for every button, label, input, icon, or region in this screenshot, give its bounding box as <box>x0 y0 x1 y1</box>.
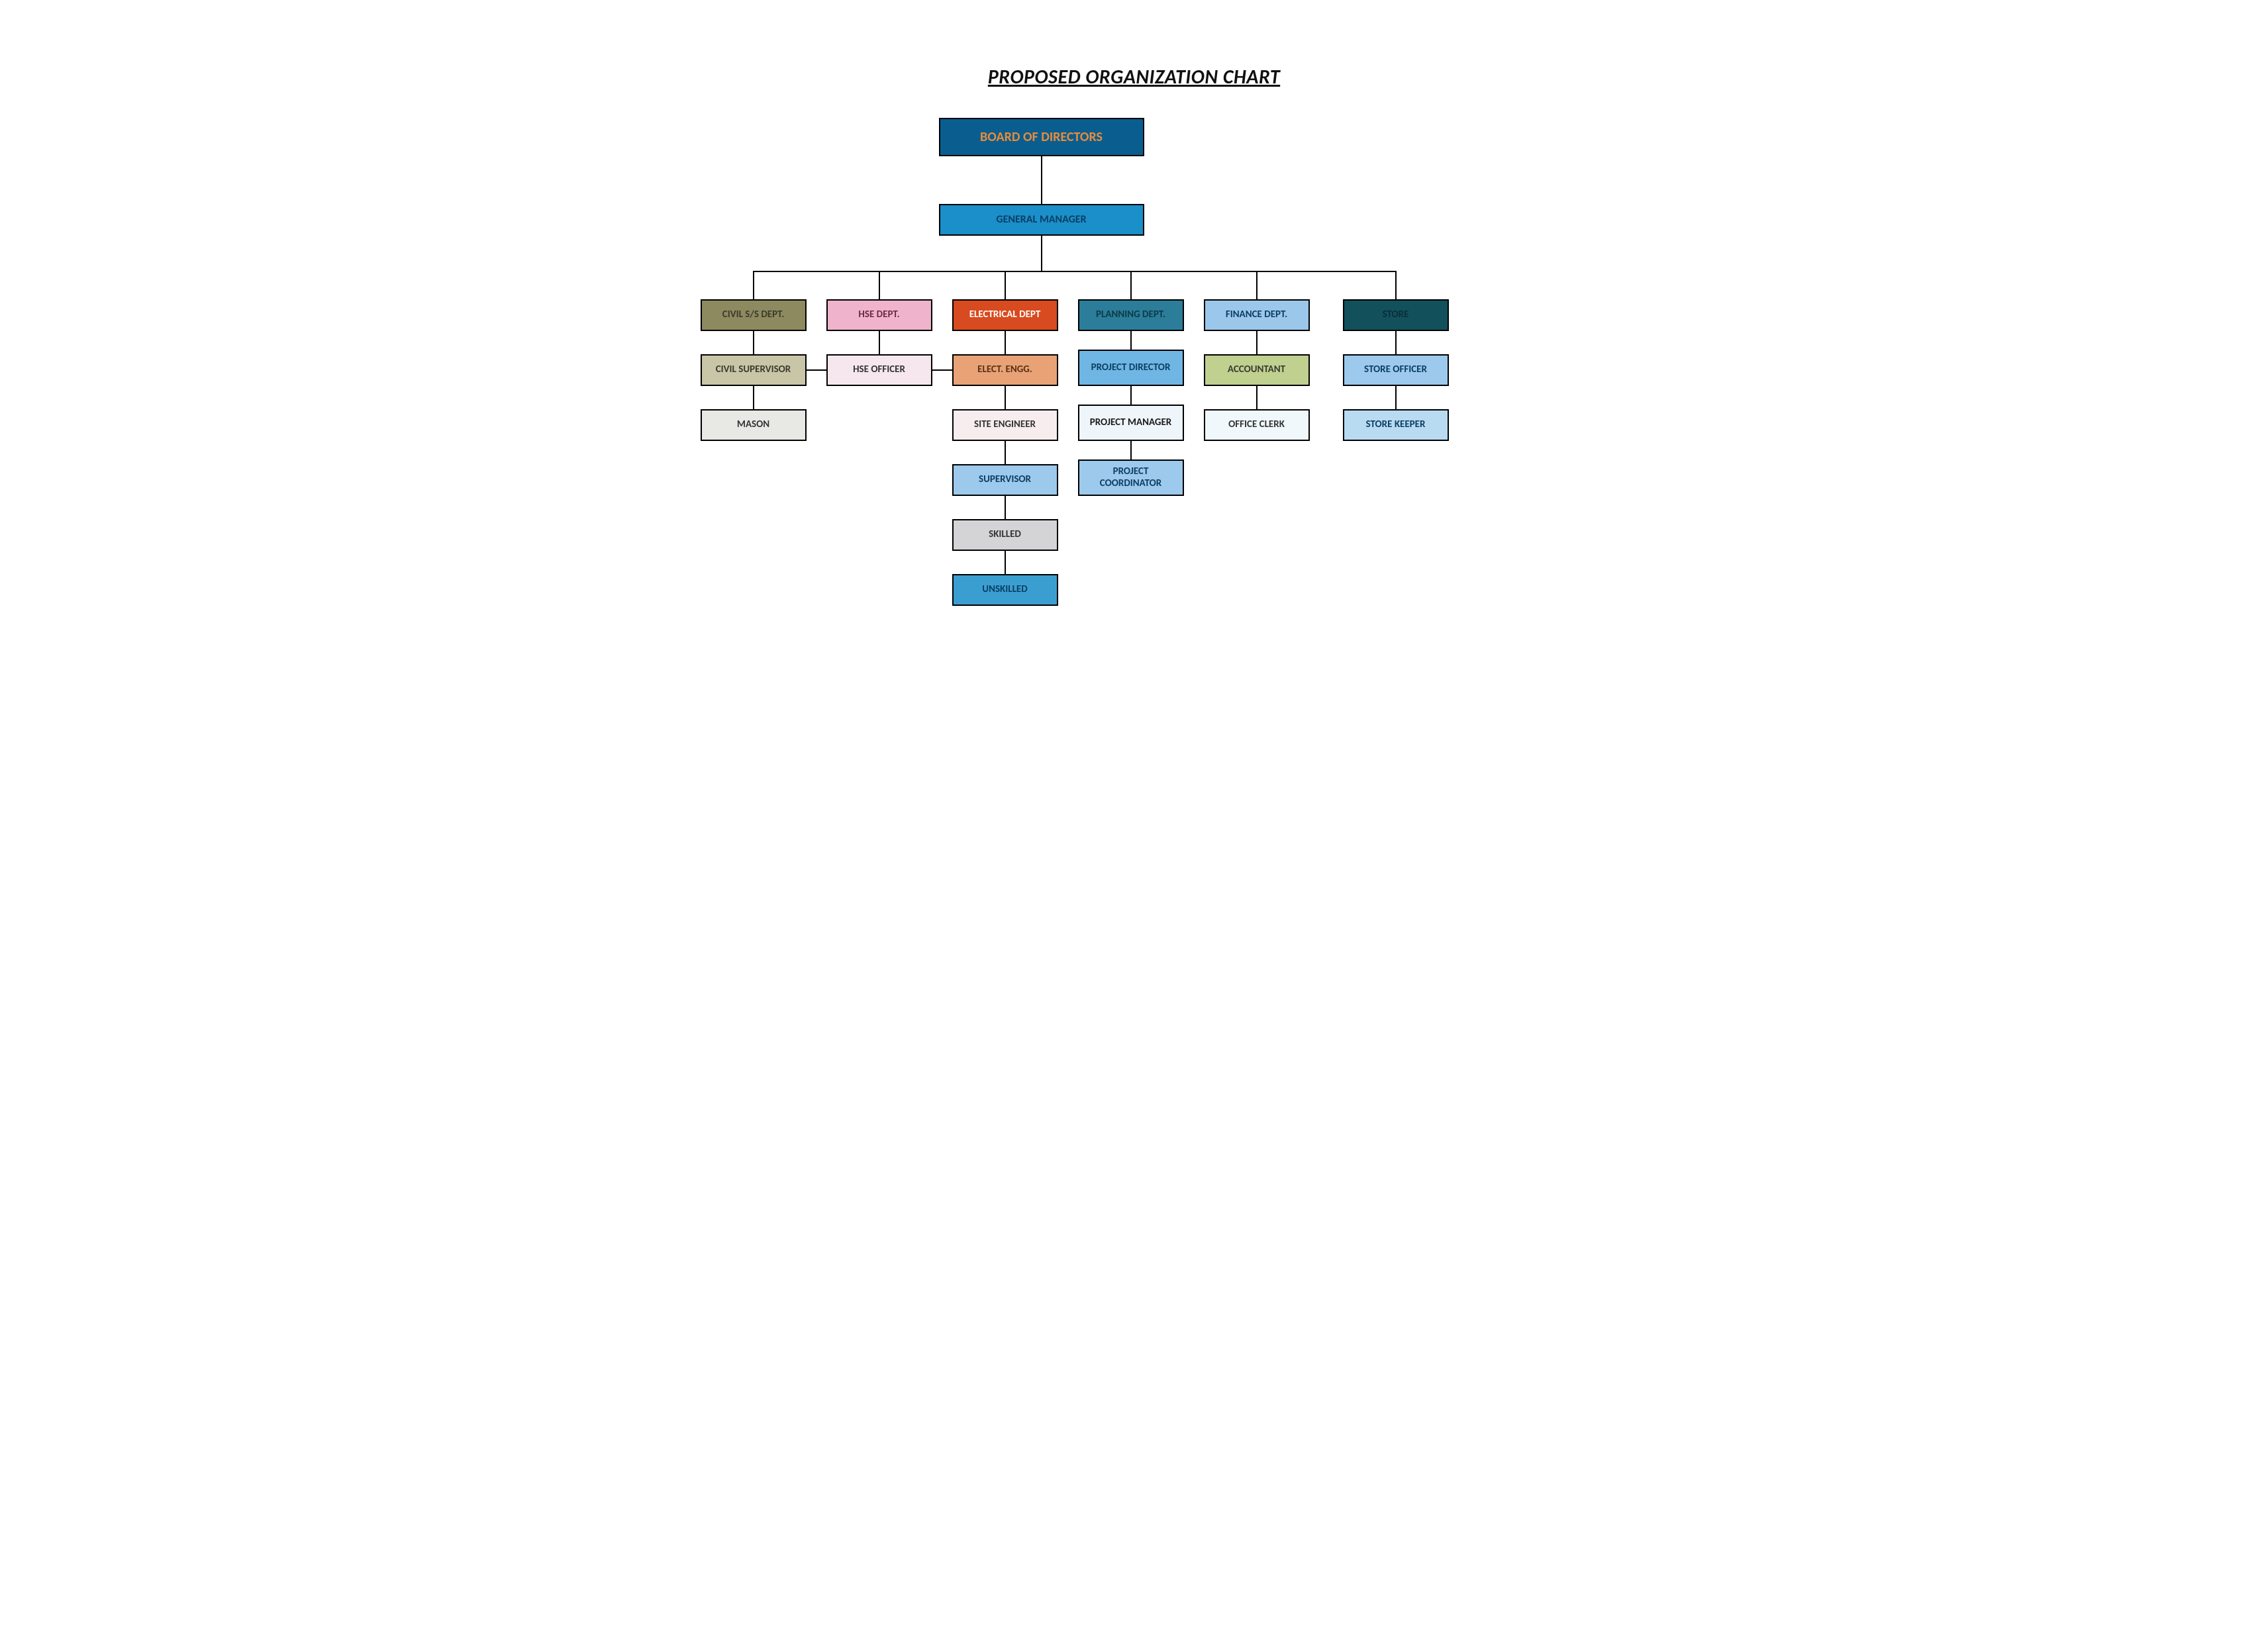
connector-line <box>1005 386 1006 409</box>
node-proj_dir: PROJECT DIRECTOR <box>1078 350 1184 386</box>
node-proj_mgr: PROJECT MANAGER <box>1078 405 1184 441</box>
chart-title: PROPOSED ORGANIZATION CHART <box>624 65 1644 89</box>
node-unskilled: UNSKILLED <box>952 574 1058 606</box>
connector-line <box>753 331 754 354</box>
node-hse_dept: HSE DEPT. <box>826 299 932 331</box>
connector-line <box>879 331 880 354</box>
node-supervisor: SUPERVISOR <box>952 464 1058 496</box>
connector-line <box>1395 386 1397 409</box>
node-plan_dept: PLANNING DEPT. <box>1078 299 1184 331</box>
node-store_dept: STORE <box>1343 299 1449 331</box>
connector-line <box>1256 271 1257 299</box>
org-chart-canvas: PROPOSED ORGANIZATION CHART BOARD OF DIR… <box>624 0 1644 738</box>
node-accountant: ACCOUNTANT <box>1204 354 1310 386</box>
connector-line <box>1005 331 1006 354</box>
connector-line <box>1256 331 1257 354</box>
connector-line <box>1256 386 1257 409</box>
node-gm: GENERAL MANAGER <box>939 204 1144 236</box>
node-elec_dept: ELECTRICAL DEPT <box>952 299 1058 331</box>
node-store_keep: STORE KEEPER <box>1343 409 1449 441</box>
node-proj_coord: PROJECT COORDINATOR <box>1078 459 1184 496</box>
connector-line <box>879 271 880 299</box>
connector-line <box>753 271 1397 272</box>
connector-line <box>1041 236 1042 271</box>
node-off_clerk: OFFICE CLERK <box>1204 409 1310 441</box>
node-hse_off: HSE OFFICER <box>826 354 932 386</box>
connector-line <box>1130 386 1132 405</box>
connector-line <box>1005 496 1006 519</box>
node-elec_eng: ELECT. ENGG. <box>952 354 1058 386</box>
node-site_eng: SITE ENGINEER <box>952 409 1058 441</box>
node-store_off: STORE OFFICER <box>1343 354 1449 386</box>
connector-line <box>1395 271 1397 299</box>
connector-line <box>932 369 952 371</box>
connector-line <box>1005 551 1006 574</box>
connector-line <box>1130 271 1132 299</box>
node-board: BOARD OF DIRECTORS <box>939 118 1144 156</box>
connector-line <box>1395 331 1397 354</box>
connector-line <box>753 271 754 299</box>
node-skilled: SKILLED <box>952 519 1058 551</box>
connector-line <box>753 386 754 409</box>
connector-line <box>807 369 826 371</box>
node-mason: MASON <box>701 409 807 441</box>
node-civil_sup: CIVIL SUPERVISOR <box>701 354 807 386</box>
connector-line <box>1005 441 1006 464</box>
connector-line <box>1041 156 1042 204</box>
connector-line <box>1130 441 1132 459</box>
node-fin_dept: FINANCE DEPT. <box>1204 299 1310 331</box>
node-civil_dept: CIVIL S/S DEPT. <box>701 299 807 331</box>
connector-line <box>1005 271 1006 299</box>
connector-line <box>1130 331 1132 350</box>
